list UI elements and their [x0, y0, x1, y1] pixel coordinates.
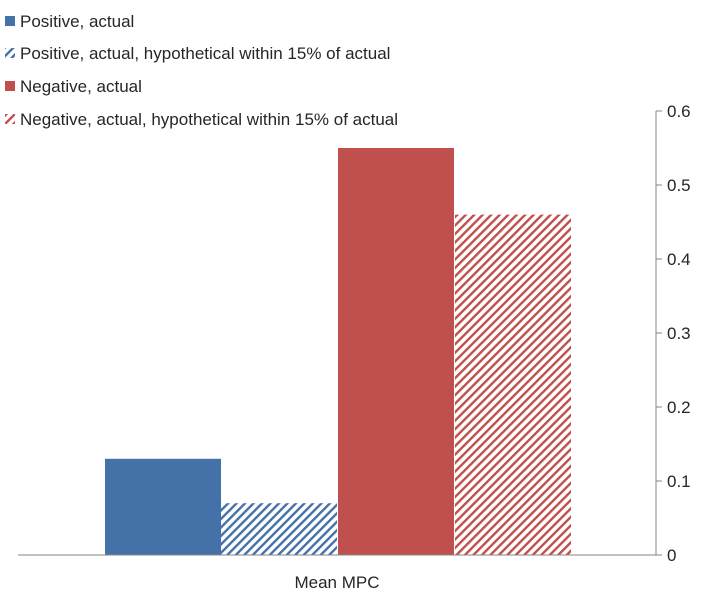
y-tick-label: 0.4	[667, 250, 691, 269]
legend-label-1: Positive, actual	[20, 12, 134, 31]
x-category-label: Mean MPC	[294, 573, 379, 592]
bar-4	[455, 214, 571, 555]
legend-label-4: Negative, actual, hypothetical within 15…	[20, 110, 398, 129]
y-tick-label: 0	[667, 546, 676, 565]
legend-swatch-2	[5, 48, 15, 58]
legend-swatch-1	[5, 16, 15, 26]
legend-label-2: Positive, actual, hypothetical within 15…	[20, 44, 390, 63]
y-tick-label: 0.1	[667, 472, 691, 491]
bar-2	[221, 503, 337, 555]
y-tick-label: 0.2	[667, 398, 691, 417]
bars	[105, 148, 571, 555]
legend-swatch-4	[5, 114, 15, 124]
legend-label-3: Negative, actual	[20, 77, 142, 96]
bar-3	[338, 148, 454, 555]
bar-1	[105, 458, 221, 555]
legend: Positive, actual Positive, actual, hypoth…	[5, 12, 398, 129]
y-tick-label: 0.3	[667, 324, 691, 343]
y-tick-label: 0.6	[667, 102, 691, 121]
axes: 0 0.1 0.2 0.3 0.4 0.5 0.6 Mean MPC	[18, 102, 691, 592]
legend-swatch-3	[5, 81, 15, 91]
y-tick-label: 0.5	[667, 176, 691, 195]
